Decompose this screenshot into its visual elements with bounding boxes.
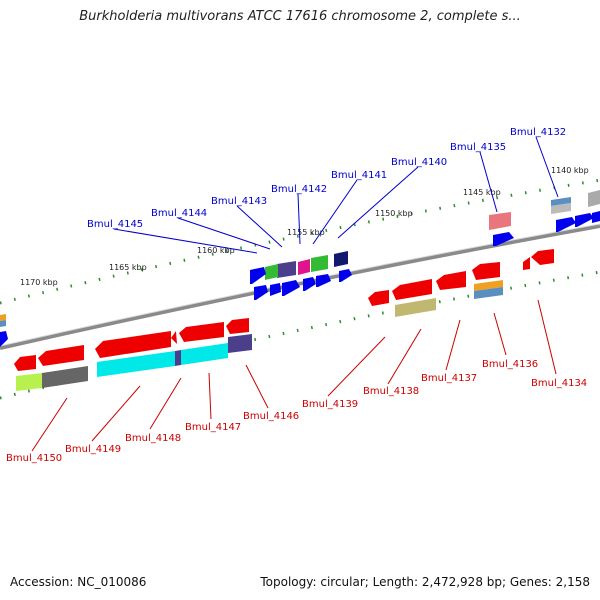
scale-label: 1150 kbp xyxy=(375,209,413,218)
gene-label[interactable]: Bmul_4143 xyxy=(211,196,267,207)
scale-label: 1155 kbp xyxy=(287,228,325,237)
gene-feature[interactable] xyxy=(254,285,268,300)
scale-label: 1170 kbp xyxy=(20,278,58,287)
gene-feature[interactable] xyxy=(489,212,511,230)
gene-label[interactable]: Bmul_4136 xyxy=(482,359,538,370)
leader-line xyxy=(479,151,498,213)
gene-feature[interactable] xyxy=(531,249,554,265)
map-title: Burkholderia multivorans ATCC 17616 chro… xyxy=(79,9,521,24)
scale-label: 1160 kbp xyxy=(197,246,235,255)
gene-feature[interactable] xyxy=(368,290,389,306)
chromosome-backbone-highlight xyxy=(0,223,600,347)
scale-label: 1165 kbp xyxy=(109,263,147,272)
gene-feature[interactable] xyxy=(282,280,300,296)
gene-feature[interactable] xyxy=(436,271,466,290)
gene-feature[interactable] xyxy=(0,331,8,347)
leader-line xyxy=(297,193,301,245)
gene-label[interactable]: Bmul_4148 xyxy=(125,433,181,444)
gene-label[interactable]: Bmul_4141 xyxy=(331,170,387,181)
gene-feature[interactable] xyxy=(228,334,252,353)
upper-gene-features xyxy=(0,190,600,347)
gene-label[interactable]: Bmul_4138 xyxy=(363,386,419,397)
gene-label[interactable]: Bmul_4146 xyxy=(243,411,299,422)
upper-gene-labels: Bmul_4132 Bmul_4135 Bmul_4140 Bmul_4141 … xyxy=(87,127,566,230)
gene-feature[interactable] xyxy=(551,203,571,214)
gene-feature[interactable] xyxy=(303,277,316,291)
gene-feature[interactable] xyxy=(0,314,6,321)
accession-label: Accession: NC_010086 xyxy=(10,575,147,589)
gene-feature[interactable] xyxy=(226,318,249,334)
gene-feature[interactable] xyxy=(179,322,224,342)
leader-line xyxy=(31,397,68,452)
gene-feature[interactable] xyxy=(592,211,600,223)
lower-gene-labels: Bmul_4134 Bmul_4136 Bmul_4137 Bmul_4138 … xyxy=(6,359,587,464)
gene-feature[interactable] xyxy=(472,262,500,280)
gene-feature[interactable] xyxy=(493,232,514,246)
gene-feature[interactable] xyxy=(181,343,228,365)
leader-line xyxy=(337,166,419,239)
gene-feature[interactable] xyxy=(16,373,42,391)
gene-label[interactable]: Bmul_4134 xyxy=(531,378,587,389)
chromosome-backbone xyxy=(0,224,600,350)
gene-label[interactable]: Bmul_4145 xyxy=(87,219,143,230)
gene-feature[interactable] xyxy=(171,331,177,344)
scale-label: 1140 kbp xyxy=(551,166,589,175)
gene-feature[interactable] xyxy=(588,190,600,207)
gene-feature[interactable] xyxy=(175,350,181,366)
gene-feature[interactable] xyxy=(339,269,352,282)
gene-feature[interactable] xyxy=(311,255,328,272)
leader-line xyxy=(537,299,557,375)
gene-feature[interactable] xyxy=(265,264,278,280)
gene-feature[interactable] xyxy=(14,355,36,371)
gene-feature[interactable] xyxy=(556,217,576,232)
gene-feature[interactable] xyxy=(42,366,88,388)
gene-feature[interactable] xyxy=(298,259,310,275)
gene-feature[interactable] xyxy=(95,331,171,358)
gene-label[interactable]: Bmul_4149 xyxy=(65,444,121,455)
leader-line xyxy=(387,328,422,385)
gene-label[interactable]: Bmul_4135 xyxy=(450,142,506,153)
gene-feature[interactable] xyxy=(0,320,6,327)
scale-ticks-lower xyxy=(0,270,600,400)
gene-label[interactable]: Bmul_4140 xyxy=(391,157,447,168)
gene-label[interactable]: Bmul_4139 xyxy=(302,399,358,410)
leader-line xyxy=(312,179,358,245)
leader-line xyxy=(91,385,141,442)
gene-feature[interactable] xyxy=(277,261,296,278)
gene-feature[interactable] xyxy=(97,351,175,377)
lower-gene-features xyxy=(14,249,554,391)
leader-line xyxy=(493,312,507,356)
gene-feature[interactable] xyxy=(334,251,348,267)
gene-feature[interactable] xyxy=(395,298,436,317)
gene-feature[interactable] xyxy=(474,287,503,299)
leader-line xyxy=(208,372,212,420)
topology-summary: Topology: circular; Length: 2,472,928 bp… xyxy=(260,575,590,589)
lower-leader-lines xyxy=(31,299,557,452)
gene-feature[interactable] xyxy=(474,280,503,291)
gene-label[interactable]: Bmul_4150 xyxy=(6,453,62,464)
gene-label[interactable]: Bmul_4132 xyxy=(510,127,566,138)
gene-feature[interactable] xyxy=(575,213,594,227)
gene-feature[interactable] xyxy=(270,283,281,296)
gene-feature[interactable] xyxy=(250,267,266,284)
leader-line xyxy=(535,136,559,198)
gene-feature[interactable] xyxy=(316,274,331,287)
leader-line xyxy=(149,377,182,430)
gene-feature[interactable] xyxy=(523,257,530,270)
leader-line xyxy=(113,228,258,254)
upper-leader-lines xyxy=(113,136,559,254)
gene-feature[interactable] xyxy=(38,345,84,366)
leader-line xyxy=(327,336,386,397)
leader-line xyxy=(245,364,269,409)
scale-label: 1145 kbp xyxy=(463,188,501,197)
gene-label[interactable]: Bmul_4137 xyxy=(421,373,477,384)
leader-line xyxy=(445,319,461,371)
gene-label[interactable]: Bmul_4144 xyxy=(151,208,207,219)
leader-line xyxy=(177,217,271,250)
gene-label[interactable]: Bmul_4142 xyxy=(271,184,327,195)
leader-line xyxy=(236,205,283,248)
gene-feature[interactable] xyxy=(392,279,432,300)
gene-label[interactable]: Bmul_4147 xyxy=(185,422,241,433)
